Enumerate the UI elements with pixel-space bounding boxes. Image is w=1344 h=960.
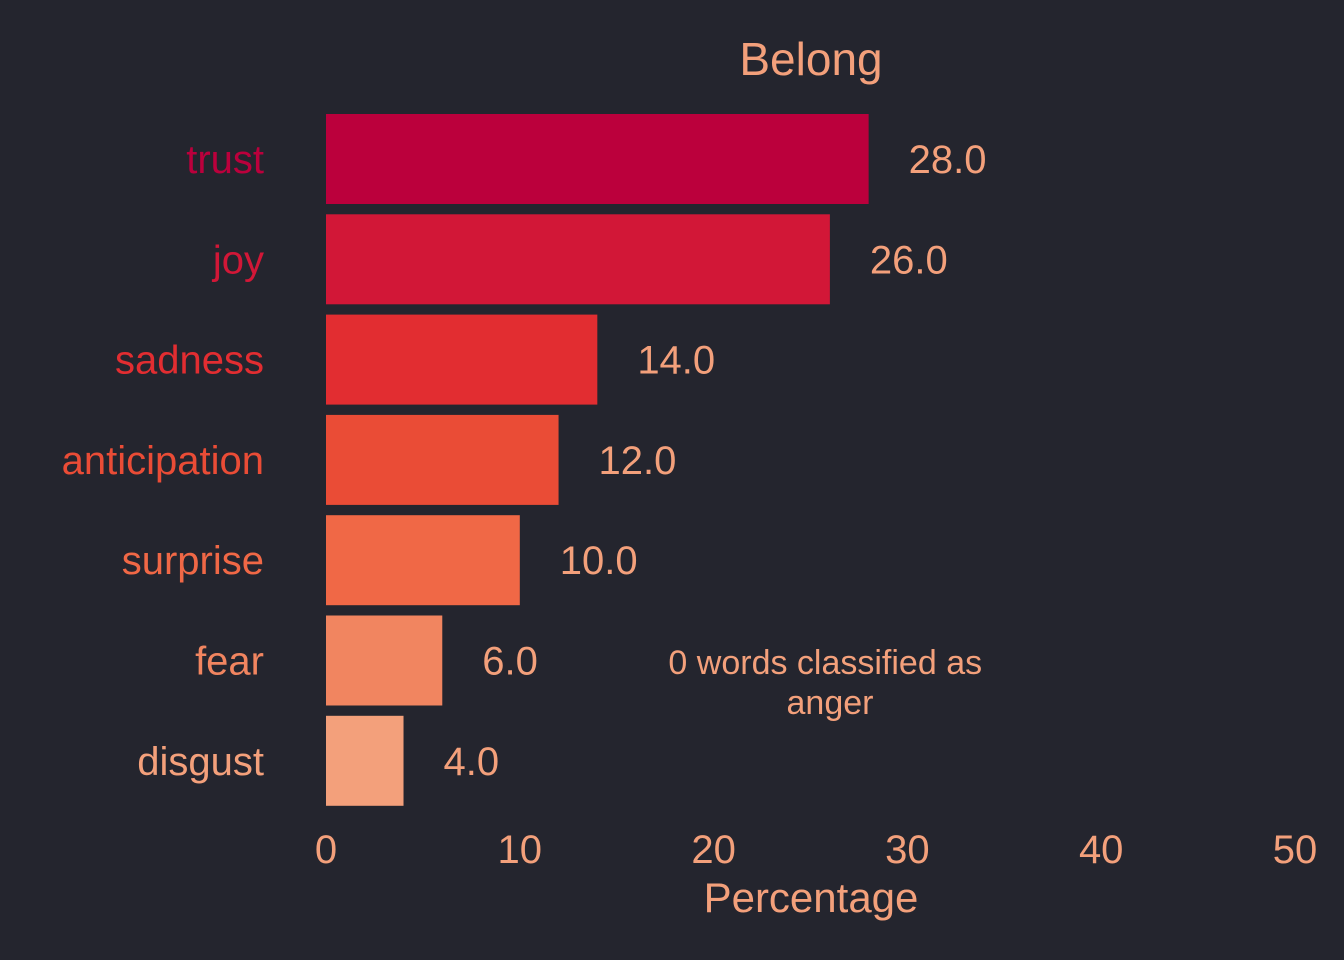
- category-label-sadness: sadness: [115, 339, 264, 383]
- category-label-joy: joy: [212, 238, 264, 282]
- chart-title: Belong: [739, 33, 882, 85]
- no-anger-annotation: 0 words classified as anger: [668, 644, 991, 722]
- x-tick-label: 10: [498, 828, 543, 872]
- value-label-disgust: 4.0: [444, 740, 500, 784]
- bar-joy: [326, 214, 830, 305]
- value-label-anticipation: 12.0: [599, 439, 677, 483]
- x-tick-label: 40: [1079, 828, 1124, 872]
- bar-disgust: [326, 715, 404, 806]
- x-tick-labels-group: 0 10 20 30 40 50: [315, 828, 1317, 872]
- bar-anticipation: [326, 414, 559, 505]
- category-label-trust: trust: [186, 138, 264, 182]
- value-label-joy: 26.0: [870, 238, 948, 282]
- bar-surprise: [326, 515, 520, 606]
- category-label-surprise: surprise: [122, 539, 264, 583]
- x-tick-label: 20: [691, 828, 736, 872]
- bar-fear: [326, 615, 443, 706]
- bar-sadness: [326, 314, 598, 405]
- x-tick-label: 30: [885, 828, 930, 872]
- category-labels-group: trust joy sadness anticipation surprise fear d…: [62, 138, 264, 784]
- value-label-surprise: 10.0: [560, 539, 638, 583]
- value-label-trust: 28.0: [909, 138, 987, 182]
- value-labels-group: 28.0 26.0 14.0 12.0 10.0 6.0 4.0: [444, 138, 987, 784]
- x-tick-label: 50: [1273, 828, 1318, 872]
- bar-trust: [326, 114, 869, 204]
- value-label-fear: 6.0: [482, 640, 538, 684]
- category-label-anticipation: anticipation: [62, 439, 264, 483]
- x-axis-label: Percentage: [704, 874, 919, 921]
- category-label-disgust: disgust: [137, 740, 264, 784]
- value-label-sadness: 14.0: [637, 339, 715, 383]
- x-tick-label: 0: [315, 828, 337, 872]
- category-label-fear: fear: [195, 640, 264, 684]
- bars-group: [326, 114, 869, 806]
